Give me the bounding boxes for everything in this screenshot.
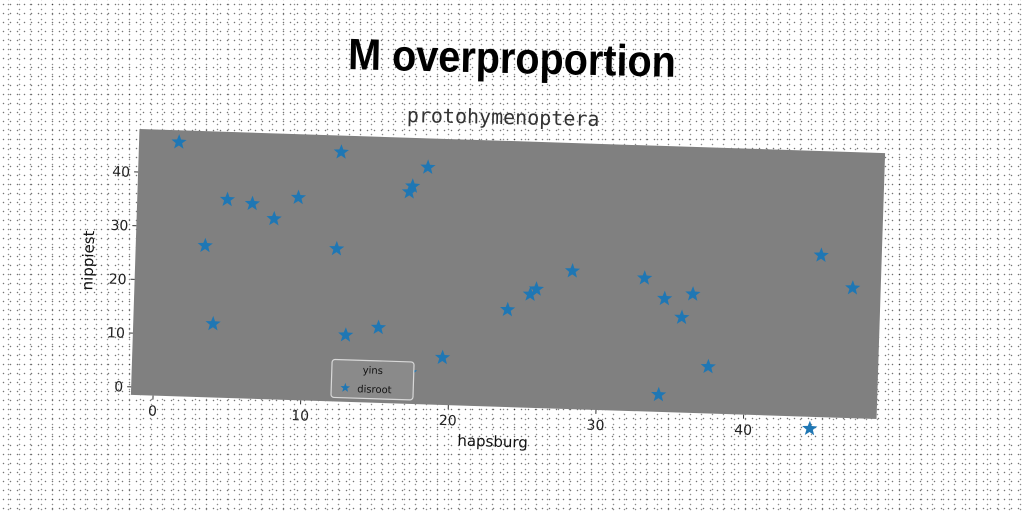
data-point (420, 159, 436, 175)
y-axis-ticks: 0 10 20 30 40 (107, 164, 139, 396)
data-point (290, 189, 307, 205)
data-point (802, 420, 818, 436)
legend-star-icon (340, 382, 351, 392)
x-tick-label: 20 (439, 413, 457, 430)
chart-subtitle: protohymenoptera (407, 103, 600, 131)
data-point (500, 301, 516, 317)
data-point (845, 280, 861, 295)
data-point (171, 134, 187, 149)
y-tick-label: 30 (110, 218, 128, 235)
data-point (674, 309, 690, 325)
data-point (528, 281, 545, 296)
data-point (333, 144, 349, 159)
data-point (197, 237, 213, 253)
legend-marker (340, 382, 351, 392)
x-tick-label: 0 (148, 403, 157, 419)
data-point (219, 191, 236, 207)
data-point (700, 358, 716, 374)
legend-box (330, 358, 415, 401)
y-tick-label: 10 (107, 325, 125, 342)
data-point (205, 315, 221, 331)
data-point (405, 178, 421, 193)
x-tick-label: 30 (586, 418, 604, 435)
y-tick-label: 40 (112, 164, 130, 181)
legend-series-label: disroot (357, 384, 392, 396)
plot-area-group: 0 10 20 30 40 0 10 20 30 40 hapsburg nippiest yi… (78, 129, 886, 452)
data-point (637, 270, 653, 285)
y-axis-label: nippiest (78, 230, 98, 290)
data-point (564, 262, 581, 278)
x-axis-ticks: 0 10 20 30 40 (148, 395, 752, 439)
scatter-marks (171, 134, 861, 436)
data-point (651, 386, 667, 402)
data-point (338, 327, 354, 342)
data-point (434, 349, 451, 365)
data-point (657, 290, 673, 306)
legend-title: yins (362, 365, 383, 377)
data-point (329, 240, 345, 256)
plot-background (130, 129, 886, 419)
data-point (685, 286, 701, 301)
y-tick-label: 0 (114, 379, 123, 395)
data-point (244, 195, 261, 211)
data-point (266, 210, 282, 226)
x-axis-label: hapsburg (457, 431, 528, 451)
data-point (370, 319, 387, 335)
legend: yins disroot (330, 358, 415, 401)
data-point (522, 286, 538, 301)
x-tick-label: 10 (291, 408, 309, 425)
data-point (813, 247, 829, 262)
x-tick-label: 40 (734, 422, 752, 439)
y-tick-label: 20 (109, 272, 127, 289)
